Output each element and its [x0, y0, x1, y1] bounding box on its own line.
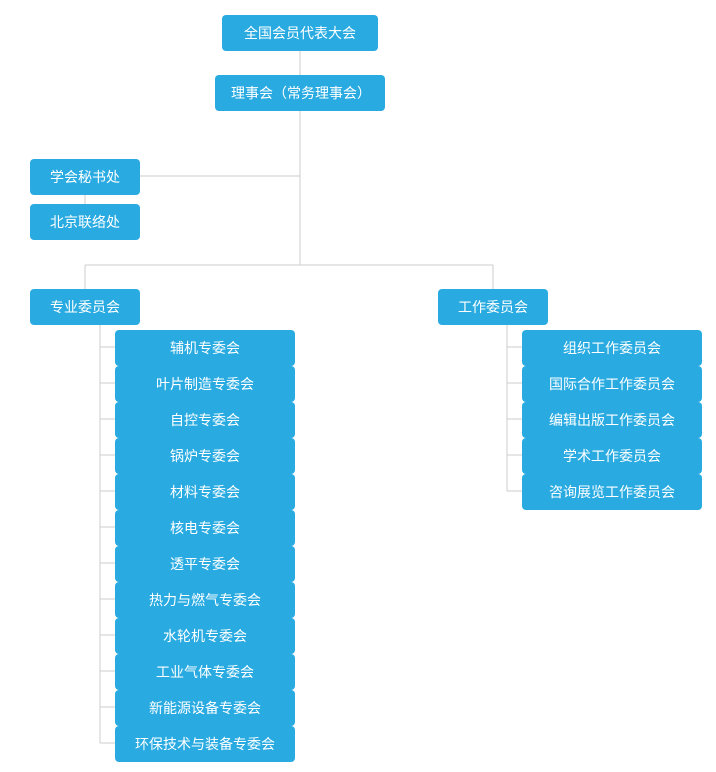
work-item: 咨询展览工作委员会 [522, 474, 702, 510]
prof-item: 核电专委会 [115, 510, 295, 546]
prof-item: 热力与燃气专委会 [115, 582, 295, 618]
prof-item: 透平专委会 [115, 546, 295, 582]
work-item: 编辑出版工作委员会 [522, 402, 702, 438]
prof-item: 材料专委会 [115, 474, 295, 510]
node-prof-committee: 专业委员会 [30, 289, 140, 325]
prof-item: 辅机专委会 [115, 330, 295, 366]
node-work-committee: 工作委员会 [438, 289, 548, 325]
prof-item: 新能源设备专委会 [115, 690, 295, 726]
prof-item: 环保技术与装备专委会 [115, 726, 295, 762]
prof-item: 叶片制造专委会 [115, 366, 295, 402]
prof-item: 水轮机专委会 [115, 618, 295, 654]
node-beijing: 北京联络处 [30, 204, 140, 240]
prof-item: 工业气体专委会 [115, 654, 295, 690]
prof-item: 锅炉专委会 [115, 438, 295, 474]
node-secretariat: 学会秘书处 [30, 159, 140, 195]
prof-item: 自控专委会 [115, 402, 295, 438]
node-root: 全国会员代表大会 [222, 15, 378, 51]
work-item: 学术工作委员会 [522, 438, 702, 474]
work-item: 国际合作工作委员会 [522, 366, 702, 402]
work-item: 组织工作委员会 [522, 330, 702, 366]
node-council: 理事会（常务理事会） [215, 75, 385, 111]
